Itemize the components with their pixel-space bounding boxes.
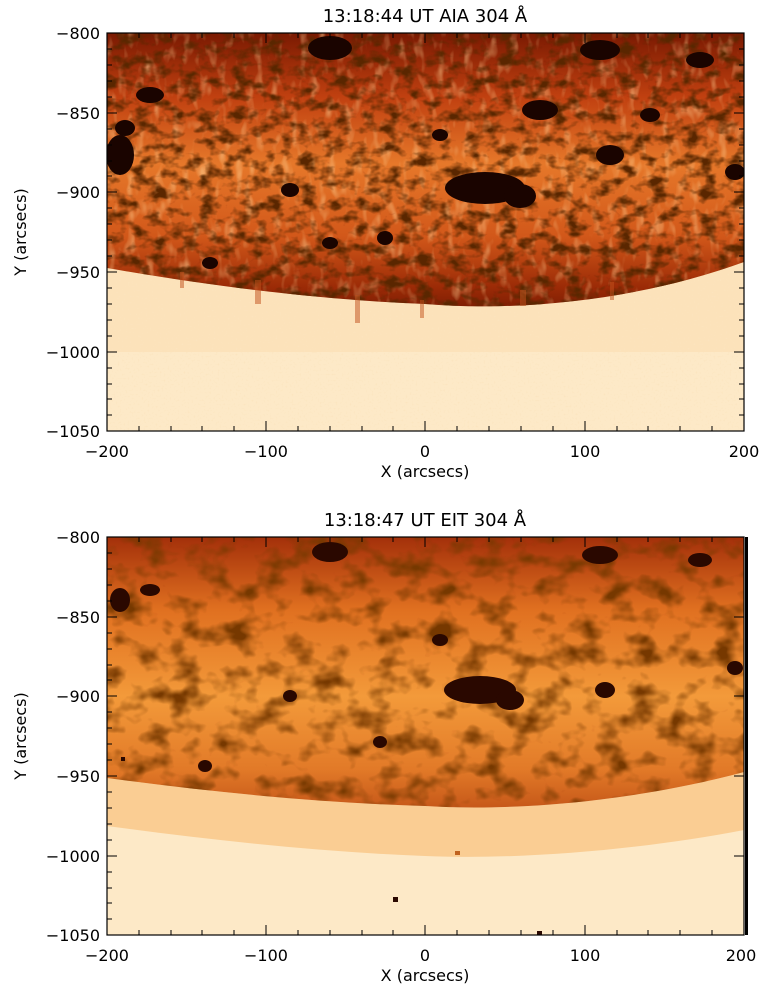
- dark-features: [110, 542, 743, 772]
- tick-marks: [106, 32, 745, 432]
- panel-eit: 13:18:47 UT EIT 304 Å: [11, 509, 756, 985]
- y-tick-label: −900: [56, 183, 100, 202]
- x-tick-label: −100: [244, 946, 288, 965]
- panel-title: 13:18:47 UT EIT 304 Å: [324, 509, 527, 531]
- solar-disk: [107, 33, 744, 307]
- x-tick-label: 100: [570, 442, 601, 461]
- y-tick-label: −900: [56, 687, 100, 706]
- solar-disk: [107, 537, 744, 808]
- tick-marks: [106, 536, 745, 936]
- y-tick-label: −1000: [46, 847, 100, 866]
- edge-bar: [745, 537, 748, 935]
- x-tick-label: 200: [729, 442, 760, 461]
- y-tick-label: −1050: [46, 926, 100, 945]
- x-tick-label: 200: [726, 946, 757, 965]
- y-axis-label: Y (arcsecs): [11, 692, 30, 780]
- x-tick-labels: −200 −100 0 100 200: [85, 946, 756, 965]
- solar-image: [107, 33, 744, 431]
- x-tick-label: −200: [85, 442, 129, 461]
- y-tick-label: −850: [56, 608, 100, 627]
- y-tick-label: −950: [56, 767, 100, 786]
- y-tick-label: −950: [56, 263, 100, 282]
- x-axis-label: X (arcsecs): [381, 966, 470, 985]
- panel-title: 13:18:44 UT AIA 304 Å: [323, 5, 528, 27]
- dark-features: [107, 36, 744, 269]
- x-tick-labels: −200 −100 0 100 200: [85, 442, 759, 461]
- y-axis-label: Y (arcsecs): [11, 188, 30, 276]
- x-tick-label: 0: [420, 442, 430, 461]
- y-tick-label: −1050: [46, 422, 100, 441]
- solar-image: [107, 537, 744, 935]
- y-tick-labels: −800 −850 −900 −950 −1000 −1050: [46, 24, 100, 441]
- y-tick-label: −800: [56, 24, 100, 43]
- y-tick-label: −1000: [46, 343, 100, 362]
- y-tick-label: −800: [56, 528, 100, 547]
- panel-aia: 13:18:44 UT AIA 304 Å: [11, 5, 759, 481]
- x-tick-label: −200: [85, 946, 129, 965]
- y-tick-label: −850: [56, 104, 100, 123]
- x-tick-label: 100: [570, 946, 601, 965]
- x-tick-label: 0: [420, 946, 430, 965]
- x-tick-label: −100: [244, 442, 288, 461]
- x-axis-label: X (arcsecs): [381, 462, 470, 481]
- y-tick-labels: −800 −850 −900 −950 −1000 −1050: [46, 528, 100, 945]
